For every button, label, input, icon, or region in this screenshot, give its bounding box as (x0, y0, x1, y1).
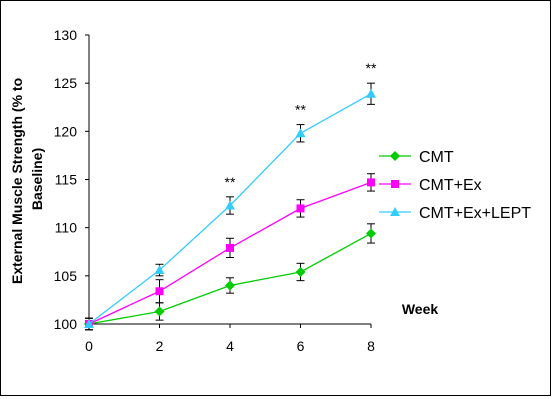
x-tick-label: 6 (297, 338, 305, 354)
x-tick-label: 4 (226, 338, 234, 354)
data-point (295, 128, 306, 138)
legend-marker (391, 180, 399, 188)
series-layer (84, 82, 376, 331)
y-tick-label: 100 (54, 316, 78, 332)
y-tick-label: 120 (54, 123, 78, 139)
legend-label: CMT+Ex+LEPT (419, 205, 531, 222)
series-cmt-ex-lept (84, 82, 376, 331)
y-tick-label: 125 (54, 75, 78, 91)
legend-item: CMT (379, 149, 454, 166)
data-point (296, 204, 305, 213)
y-tick-label: 130 (54, 27, 78, 43)
legend-label: CMT+Ex (419, 177, 482, 194)
y-ticks: 100 105 110 115 120 125 130 (54, 27, 89, 332)
data-point (225, 200, 235, 210)
x-tick-label: 0 (85, 338, 93, 354)
data-point (154, 265, 165, 275)
x-axis-label: Week (402, 301, 439, 317)
legend-item: CMT+Ex (379, 177, 482, 194)
legend-item: CMT+Ex+LEPT (379, 205, 531, 222)
data-point (84, 319, 94, 328)
data-point (225, 280, 235, 291)
y-axis-label-line-2: Baseline) (29, 148, 45, 210)
y-axis-label: External Muscle Strength (% to Baseline) (9, 74, 45, 284)
data-point (226, 243, 234, 252)
data-point (366, 88, 376, 98)
data-point (155, 287, 164, 296)
y-axis-label-line-1: External Muscle Strength (% to (9, 78, 25, 284)
x-tick-label: 2 (156, 338, 164, 354)
significance-mark: ** (366, 60, 377, 76)
data-point (154, 306, 165, 317)
legend-label: CMT (419, 149, 454, 166)
x-ticks: 0 2 4 6 8 (85, 324, 375, 354)
legend-marker (390, 207, 400, 216)
legend-marker (390, 151, 400, 161)
data-point (367, 178, 375, 187)
y-tick-label: 115 (55, 172, 78, 188)
x-tick-label: 8 (367, 338, 375, 354)
y-tick-label: 110 (55, 220, 78, 236)
significance-annotations: ** ** ** (225, 60, 377, 190)
data-point (295, 266, 306, 277)
y-tick-label: 105 (54, 268, 78, 284)
significance-mark: ** (225, 174, 236, 190)
legend: CMT CMT+Ex CMT+Ex+LEPT (379, 149, 531, 222)
data-point (366, 228, 376, 239)
significance-mark: ** (295, 102, 306, 118)
